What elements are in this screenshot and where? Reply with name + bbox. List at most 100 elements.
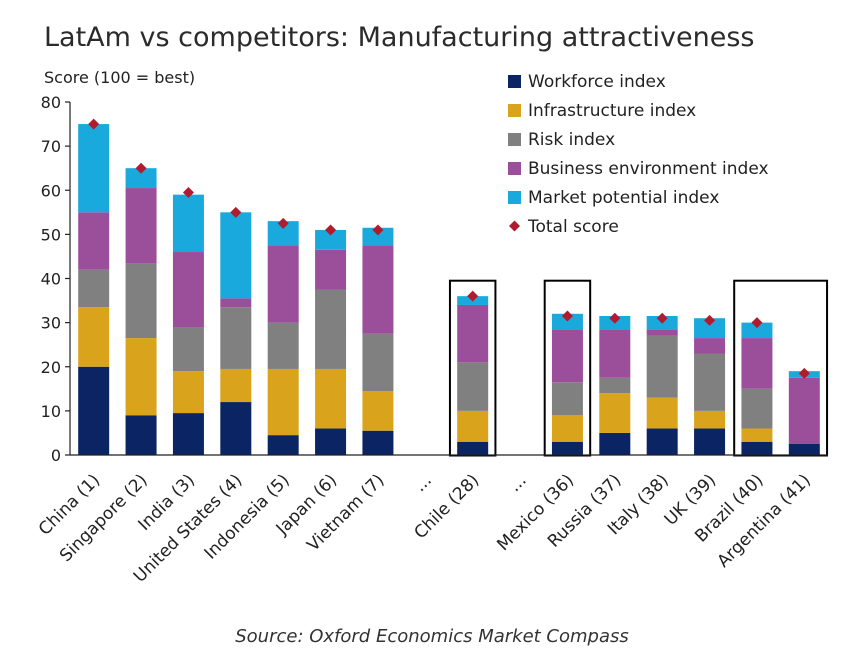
bar-segment-infrastructure-index — [741, 428, 773, 442]
bar-segment-market-potential-index — [741, 322, 773, 339]
stacked-bar-chart: Score (100 = best) 0 10 20 30 40 50 60 70 80 Chin… — [35, 68, 829, 587]
bar-segment-infrastructure-index — [694, 410, 726, 429]
x-tick-label: ... — [410, 470, 436, 496]
y-tick-label: 70 — [41, 137, 61, 156]
total-score-markers — [88, 118, 810, 379]
bar-segment-infrastructure-index — [267, 368, 299, 436]
legend-label-market-potential-index: Market potential index — [528, 188, 719, 208]
bar-segment-workforce-index — [315, 428, 347, 455]
bar-segment-workforce-index — [172, 413, 204, 455]
bar-segment-business-environment-index — [267, 245, 299, 323]
bar-segment-business-environment-index — [457, 304, 489, 363]
bar-segment-risk-index — [362, 333, 394, 392]
total-score-marker — [561, 310, 573, 322]
bar-segment-risk-index — [741, 388, 773, 429]
bar-segment-risk-index — [694, 353, 726, 411]
bars — [78, 124, 820, 455]
bar-segment-business-environment-index — [78, 212, 110, 270]
bar-segment-workforce-index — [741, 441, 773, 455]
total-score-marker — [277, 217, 289, 229]
total-score-marker — [135, 162, 147, 174]
bar-segment-risk-index — [646, 335, 678, 398]
bar-segment-market-potential-index — [694, 318, 726, 339]
legend-label-total-score: Total score — [527, 217, 619, 237]
legend-swatch-infrastructure-index — [508, 104, 521, 117]
bar-segment-risk-index — [125, 263, 157, 339]
bar-segment-infrastructure-index — [78, 307, 110, 367]
bar-segment-business-environment-index — [172, 252, 204, 328]
bar-segment-risk-index — [599, 377, 631, 394]
legend-label-business-environment-index: Business environment index — [528, 159, 769, 179]
bar-segment-business-environment-index — [551, 329, 583, 383]
bar-segment-infrastructure-index — [646, 397, 678, 429]
bar-segment-market-potential-index — [315, 229, 347, 250]
bar-segment-workforce-index — [599, 432, 631, 455]
bar-segment-market-potential-index — [362, 227, 394, 246]
legend: Workforce index Infrastructure index Risk … — [508, 72, 769, 237]
bar-segment-workforce-index — [694, 428, 726, 455]
bar-segment-business-environment-index — [741, 338, 773, 389]
bar-segment-workforce-index — [646, 428, 678, 455]
bar-segment-market-potential-index — [78, 124, 110, 213]
total-score-marker — [798, 367, 810, 379]
y-tick-label: 40 — [41, 270, 61, 289]
bar-segment-risk-index — [315, 289, 347, 369]
y-axis-label: Score (100 = best) — [44, 68, 195, 87]
legend-marker-total-score — [509, 220, 520, 232]
y-tick-label: 50 — [41, 225, 61, 244]
bar-segment-workforce-index — [267, 435, 299, 455]
bar-segment-workforce-index — [78, 366, 110, 455]
x-axis: China (1)Singapore (2)India (3)United St… — [35, 454, 828, 587]
bar-segment-market-potential-index — [125, 168, 157, 189]
total-score-marker — [656, 312, 668, 324]
bar-segment-market-potential-index — [551, 313, 583, 330]
bar-segment-business-environment-index — [694, 338, 726, 354]
total-score-marker — [609, 312, 621, 324]
bar-segment-infrastructure-index — [457, 410, 489, 442]
legend-swatch-risk-index — [508, 133, 521, 146]
bar-segment-workforce-index — [362, 430, 394, 455]
bar-segment-business-environment-index — [315, 249, 347, 290]
total-score-marker — [372, 224, 384, 236]
bar-segment-infrastructure-index — [220, 368, 252, 403]
chart-title: LatAm vs competitors: Manufacturing attr… — [44, 22, 755, 53]
bar-segment-business-environment-index — [220, 298, 252, 308]
bar-segment-infrastructure-index — [172, 371, 204, 414]
bar-segment-infrastructure-index — [362, 391, 394, 431]
x-tick-label: ... — [505, 470, 531, 496]
legend-swatch-market-potential-index — [508, 191, 521, 204]
source-note: Source: Oxford Economics Market Compass — [235, 626, 629, 647]
bar-segment-business-environment-index — [599, 329, 631, 378]
y-tick-label: 10 — [41, 402, 61, 421]
total-score-marker — [182, 186, 194, 198]
y-tick-label: 0 — [51, 446, 61, 465]
bar-segment-workforce-index — [220, 402, 252, 455]
bar-segment-infrastructure-index — [125, 338, 157, 416]
total-score-marker — [751, 317, 763, 329]
bar-segment-workforce-index — [125, 415, 157, 455]
bar-segment-risk-index — [78, 269, 110, 308]
legend-label-workforce-index: Workforce index — [528, 72, 666, 92]
y-tick-label: 30 — [41, 314, 61, 333]
legend-swatch-business-environment-index — [508, 162, 521, 175]
legend-label-risk-index: Risk index — [528, 130, 615, 150]
total-score-marker — [325, 224, 337, 236]
y-tick-label: 80 — [41, 93, 61, 112]
y-axis: Score (100 = best) 0 10 20 30 40 50 60 70 80 — [41, 68, 195, 465]
bar-segment-workforce-index — [457, 441, 489, 455]
bar-segment-risk-index — [457, 362, 489, 411]
bar-segment-workforce-index — [788, 443, 820, 455]
bar-segment-workforce-index — [551, 441, 583, 455]
y-tick-label: 60 — [41, 181, 61, 200]
bar-segment-business-environment-index — [362, 245, 394, 334]
total-score-marker — [230, 206, 242, 218]
bar-segment-risk-index — [267, 322, 299, 369]
bar-segment-business-environment-index — [125, 188, 157, 264]
bar-segment-market-potential-index — [220, 212, 252, 299]
total-score-marker — [88, 118, 100, 130]
legend-label-infrastructure-index: Infrastructure index — [528, 101, 696, 121]
total-score-marker — [704, 314, 716, 326]
bar-segment-risk-index — [172, 327, 204, 372]
bar-segment-infrastructure-index — [315, 368, 347, 429]
legend-swatch-workforce-index — [508, 75, 521, 88]
